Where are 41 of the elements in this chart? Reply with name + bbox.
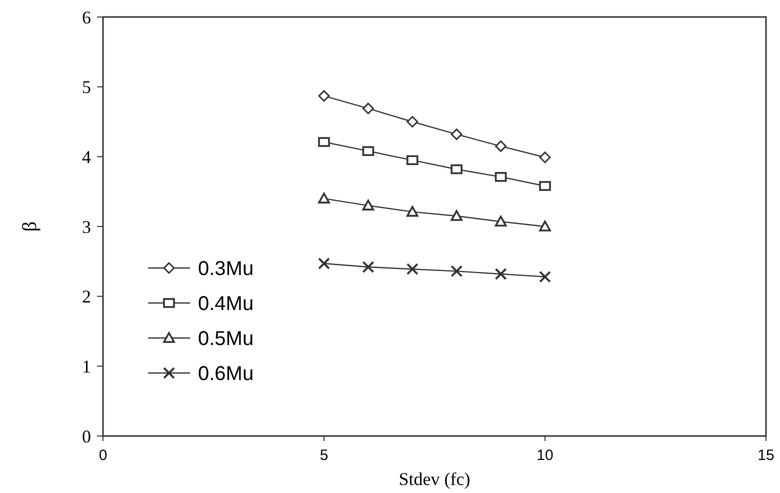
legend-label: 0.6Mu xyxy=(198,363,254,385)
x-tick-label: 15 xyxy=(758,447,774,464)
point xyxy=(362,200,374,210)
point xyxy=(318,192,330,204)
point xyxy=(539,220,551,232)
point xyxy=(318,258,330,270)
x-axis-title: Stdev (fc) xyxy=(398,469,470,489)
point xyxy=(406,116,418,128)
point xyxy=(406,206,418,217)
point xyxy=(450,128,462,140)
y-tick-label: 6 xyxy=(82,7,91,28)
point xyxy=(450,210,462,221)
x-tick-label: 5 xyxy=(320,447,328,464)
y-tick-label: 1 xyxy=(82,356,91,376)
legend-label: 0.3Mu xyxy=(198,258,254,280)
point xyxy=(406,155,418,166)
point xyxy=(494,216,507,227)
legend-label: 0.5Mu xyxy=(198,328,254,350)
point xyxy=(450,164,462,174)
point xyxy=(539,270,551,283)
point xyxy=(494,172,507,182)
point xyxy=(362,146,374,156)
x-tick-label: 0 xyxy=(98,447,108,464)
point xyxy=(362,102,374,114)
x-tick-label: 10 xyxy=(536,447,554,464)
y-tick-label: 4 xyxy=(82,146,91,167)
y-tick-label: 5 xyxy=(82,77,91,98)
point xyxy=(318,137,330,147)
point xyxy=(494,268,507,280)
point xyxy=(362,261,374,274)
point xyxy=(406,263,418,276)
y-tick-label: 0 xyxy=(82,426,91,446)
y-tick-label: 3 xyxy=(82,216,91,237)
point xyxy=(495,140,507,152)
legend-label: 0.4Mu xyxy=(198,293,254,315)
point xyxy=(450,265,463,278)
y-axis-title: β xyxy=(19,221,41,232)
point xyxy=(318,90,330,102)
y-tick-label: 2 xyxy=(82,286,91,307)
point xyxy=(539,152,551,164)
point xyxy=(539,181,551,191)
